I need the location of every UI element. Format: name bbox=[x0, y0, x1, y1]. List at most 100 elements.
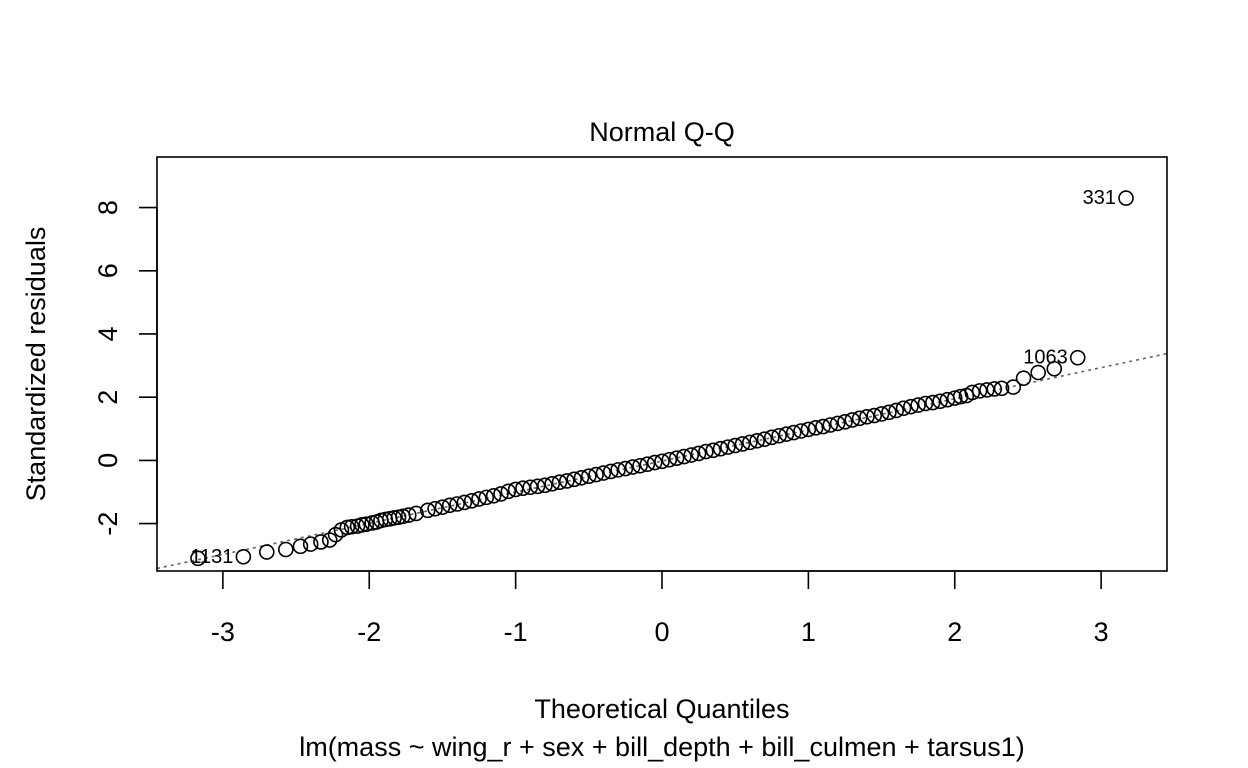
data-point bbox=[807, 420, 824, 436]
data-point bbox=[419, 502, 436, 519]
data-point bbox=[500, 483, 517, 500]
data-point bbox=[932, 393, 948, 410]
data-point bbox=[924, 394, 941, 411]
data-point bbox=[822, 417, 839, 433]
data-point bbox=[844, 412, 861, 428]
data-point bbox=[646, 454, 663, 471]
data-point bbox=[190, 550, 206, 567]
data-point bbox=[1069, 349, 1086, 366]
data-point bbox=[278, 541, 294, 558]
data-point bbox=[639, 456, 656, 472]
data-point bbox=[434, 499, 451, 515]
data-point bbox=[581, 468, 597, 484]
data-point bbox=[258, 544, 275, 560]
data-point bbox=[971, 383, 988, 399]
data-point bbox=[559, 473, 575, 489]
data-point bbox=[449, 496, 465, 512]
data-point bbox=[485, 487, 502, 504]
data-point bbox=[463, 493, 480, 509]
data-point bbox=[859, 408, 875, 425]
y-tick-label: 0 bbox=[93, 453, 123, 468]
plot-frame bbox=[156, 156, 1168, 572]
data-point bbox=[683, 447, 700, 463]
data-point bbox=[1030, 364, 1046, 381]
data-point bbox=[313, 534, 329, 550]
data-point bbox=[705, 442, 722, 459]
data-point bbox=[400, 507, 417, 523]
data-point bbox=[734, 436, 751, 452]
y-tick-label: -2 bbox=[93, 512, 123, 536]
x-tick-label: 1 bbox=[801, 617, 816, 647]
data-point bbox=[800, 421, 817, 438]
data-point bbox=[1015, 370, 1032, 387]
data-point bbox=[749, 432, 765, 449]
data-point bbox=[602, 463, 619, 480]
data-point bbox=[515, 480, 531, 497]
data-point bbox=[544, 475, 561, 492]
data-point bbox=[771, 427, 787, 444]
data-point bbox=[837, 414, 853, 430]
data-point bbox=[522, 479, 539, 496]
data-point bbox=[903, 398, 919, 415]
x-tick-label: -1 bbox=[504, 617, 528, 647]
data-point bbox=[654, 453, 670, 470]
data-point bbox=[358, 516, 375, 533]
data-point bbox=[551, 474, 568, 490]
plot-area bbox=[157, 190, 1167, 570]
x-tick-label: 3 bbox=[1094, 617, 1109, 647]
data-point bbox=[573, 469, 590, 486]
data-point bbox=[408, 505, 424, 522]
data-point bbox=[763, 429, 780, 446]
data-point bbox=[993, 380, 1010, 397]
data-point bbox=[946, 390, 963, 406]
data-point bbox=[785, 424, 802, 441]
x-tick-label: 2 bbox=[947, 617, 962, 647]
data-point bbox=[727, 437, 743, 454]
data-point bbox=[632, 457, 648, 474]
y-tick-label: 8 bbox=[93, 200, 123, 215]
data-point bbox=[668, 450, 685, 466]
data-point bbox=[617, 460, 634, 477]
data-point bbox=[676, 448, 692, 465]
y-tick-label: 6 bbox=[93, 263, 123, 278]
data-point bbox=[698, 443, 714, 460]
data-point bbox=[471, 491, 487, 507]
data-point bbox=[1046, 360, 1063, 377]
data-point bbox=[235, 548, 252, 565]
data-point bbox=[778, 426, 795, 442]
data-point bbox=[851, 410, 868, 427]
data-point bbox=[321, 532, 338, 548]
y-axis-label: Standardized residuals bbox=[21, 227, 51, 502]
data-point bbox=[712, 440, 729, 457]
x-tick-label: 0 bbox=[654, 617, 669, 647]
data-point bbox=[493, 486, 509, 502]
chart-title: Normal Q-Q bbox=[589, 117, 735, 147]
data-point bbox=[1005, 379, 1022, 395]
point-label: 1063 bbox=[1023, 347, 1068, 369]
data-point bbox=[661, 451, 678, 468]
data-point bbox=[427, 500, 443, 517]
data-point bbox=[895, 400, 912, 417]
data-point bbox=[624, 459, 641, 475]
data-point bbox=[456, 494, 473, 511]
data-point bbox=[964, 384, 981, 401]
data-point bbox=[888, 402, 905, 419]
data-point bbox=[873, 406, 890, 422]
data-point bbox=[910, 397, 926, 413]
data-point bbox=[588, 466, 604, 483]
x-tick-label: -2 bbox=[357, 617, 381, 647]
data-point bbox=[441, 497, 458, 514]
data-point bbox=[1118, 190, 1134, 206]
data-point bbox=[343, 518, 360, 535]
x-tick-label: -3 bbox=[211, 617, 235, 647]
chart-subtitle: lm(mass ~ wing_r + sex + bill_depth + bi… bbox=[299, 732, 1025, 762]
data-point bbox=[986, 381, 1003, 397]
data-point bbox=[829, 415, 846, 432]
data-point bbox=[917, 395, 934, 412]
data-point bbox=[756, 431, 773, 448]
data-point bbox=[881, 404, 897, 421]
x-axis-label: Theoretical Quantiles bbox=[534, 694, 789, 724]
y-tick-label: 2 bbox=[93, 390, 123, 405]
data-point bbox=[742, 434, 758, 451]
